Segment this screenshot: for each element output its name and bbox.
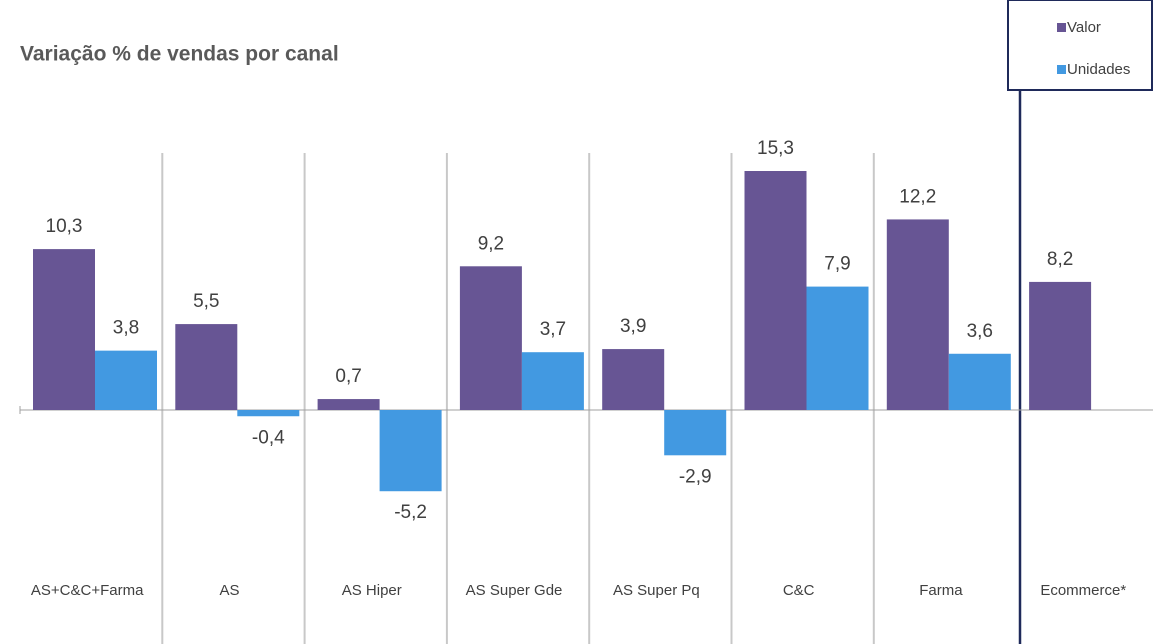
bar bbox=[948, 353, 1011, 410]
bar bbox=[1029, 281, 1092, 410]
bar bbox=[459, 266, 522, 410]
value-label: 3,8 bbox=[113, 318, 139, 339]
bar bbox=[379, 410, 442, 492]
legend-label: Valor bbox=[1067, 19, 1101, 36]
legend-swatch bbox=[1057, 65, 1066, 74]
value-label: 3,7 bbox=[540, 319, 566, 340]
value-label: 8,2 bbox=[1047, 249, 1073, 270]
x-tick-label: Ecommerce* bbox=[1040, 582, 1126, 599]
chart-title: Variação % de vendas por canal bbox=[20, 43, 339, 66]
value-label: 5,5 bbox=[193, 291, 219, 312]
legend-box bbox=[1007, 0, 1153, 91]
bar bbox=[664, 410, 727, 456]
value-label: -0,4 bbox=[252, 427, 285, 448]
bar bbox=[317, 399, 380, 410]
x-tick-label: AS Super Pq bbox=[613, 582, 700, 599]
bar bbox=[521, 352, 584, 410]
x-tick-label: AS+C&C+Farma bbox=[31, 582, 144, 599]
bar bbox=[95, 350, 157, 410]
x-tick-label: Farma bbox=[919, 582, 963, 599]
bar bbox=[602, 349, 665, 410]
x-tick-label: AS bbox=[219, 582, 239, 599]
value-label: 12,2 bbox=[899, 186, 936, 207]
bar bbox=[33, 249, 95, 410]
value-label: 15,3 bbox=[757, 138, 794, 159]
x-tick-label: AS Hiper bbox=[342, 582, 402, 599]
value-label: 3,6 bbox=[967, 321, 993, 342]
value-label: 3,9 bbox=[620, 316, 646, 337]
legend-label: Unidades bbox=[1067, 61, 1130, 78]
value-label: -2,9 bbox=[679, 466, 712, 487]
value-label: 10,3 bbox=[46, 216, 83, 237]
x-tick-label: C&C bbox=[783, 582, 815, 599]
value-label: 9,2 bbox=[478, 233, 504, 254]
bar bbox=[237, 410, 300, 417]
bar bbox=[175, 324, 238, 410]
bar bbox=[886, 219, 949, 410]
value-label: 0,7 bbox=[335, 366, 361, 387]
bar bbox=[806, 286, 869, 410]
legend-swatch bbox=[1057, 23, 1066, 32]
value-label: 7,9 bbox=[824, 254, 850, 275]
x-tick-label: AS Super Gde bbox=[466, 582, 563, 599]
bar bbox=[744, 171, 807, 410]
value-label: -5,2 bbox=[394, 502, 427, 523]
